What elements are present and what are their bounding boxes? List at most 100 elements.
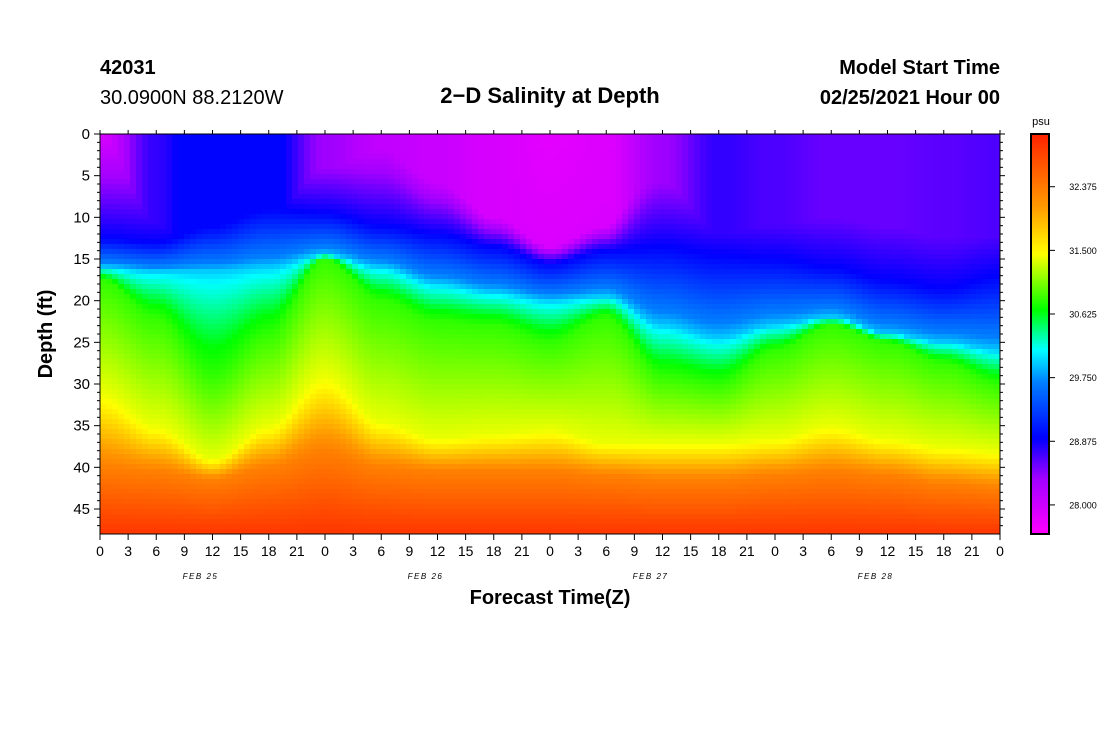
heatmap-cell <box>148 509 155 515</box>
heatmap-cell <box>124 364 131 370</box>
heatmap-cell <box>130 414 137 420</box>
heatmap-cell <box>394 289 401 295</box>
heatmap-cell <box>328 339 335 345</box>
heatmap-cell <box>340 469 347 475</box>
heatmap-cell <box>448 424 455 430</box>
heatmap-cell <box>304 254 311 260</box>
heatmap-cell <box>142 489 149 495</box>
heatmap-cell <box>106 494 113 500</box>
heatmap-cell <box>406 379 413 385</box>
heatmap-cell <box>100 274 107 280</box>
heatmap-cell <box>322 489 329 495</box>
heatmap-cell <box>436 524 443 530</box>
heatmap-cell <box>442 259 449 265</box>
heatmap-cell <box>430 239 437 245</box>
heatmap-cell <box>142 134 149 140</box>
heatmap-cell <box>370 289 377 295</box>
heatmap-cell <box>268 244 275 250</box>
heatmap-cell <box>136 164 143 170</box>
heatmap-cell <box>448 234 455 240</box>
heatmap-cell <box>184 359 191 365</box>
heatmap-cell <box>160 299 167 305</box>
heatmap-cell <box>394 344 401 350</box>
heatmap-cell <box>436 309 443 315</box>
heatmap-cell <box>406 189 413 195</box>
heatmap-cell <box>394 339 401 345</box>
heatmap-cell <box>124 499 131 505</box>
heatmap-cell <box>214 159 221 165</box>
heatmap-cell <box>382 479 389 485</box>
heatmap-cell <box>388 529 395 534</box>
heatmap-cell <box>274 524 281 530</box>
heatmap-cell <box>166 479 173 485</box>
heatmap-cell <box>208 294 215 300</box>
heatmap-cell <box>118 494 125 500</box>
heatmap-cell <box>238 514 245 520</box>
heatmap-cell <box>310 524 317 530</box>
heatmap-cell <box>166 159 173 165</box>
heatmap-cell <box>208 439 215 445</box>
heatmap-cell <box>448 489 455 495</box>
heatmap-cell <box>298 239 305 245</box>
heatmap-cell <box>202 289 209 295</box>
heatmap-cell <box>400 479 407 485</box>
heatmap-cell <box>166 504 173 510</box>
heatmap-cell <box>262 154 269 160</box>
heatmap-cell <box>214 359 221 365</box>
heatmap-cell <box>304 299 311 305</box>
heatmap-cell <box>292 194 299 200</box>
heatmap-cell <box>238 399 245 405</box>
heatmap-cell <box>154 209 161 215</box>
heatmap-cell <box>202 174 209 180</box>
heatmap-cell <box>460 384 467 390</box>
heatmap-cell <box>412 314 419 320</box>
heatmap-cell <box>298 329 305 335</box>
heatmap-cell <box>184 144 191 150</box>
heatmap-cell <box>358 319 365 325</box>
heatmap-cell <box>136 399 143 405</box>
heatmap-cell <box>214 219 221 225</box>
heatmap-cell <box>364 519 371 525</box>
heatmap-cell <box>100 439 107 445</box>
heatmap-cell <box>286 404 293 410</box>
heatmap-cell <box>310 499 317 505</box>
heatmap-cell <box>424 179 431 185</box>
heatmap-cell <box>310 509 317 515</box>
heatmap-cell <box>136 159 143 165</box>
heatmap-cell <box>364 159 371 165</box>
heatmap-cell <box>172 374 179 380</box>
heatmap-cell <box>262 364 269 370</box>
heatmap-cell <box>430 249 437 255</box>
heatmap-cell <box>370 399 377 405</box>
heatmap-cell <box>436 334 443 340</box>
heatmap-cell <box>124 429 131 435</box>
heatmap-cell <box>172 499 179 505</box>
heatmap-cell <box>202 374 209 380</box>
heatmap-cell <box>118 499 125 505</box>
heatmap-cell <box>130 469 137 475</box>
heatmap-cell <box>460 404 467 410</box>
heatmap-cell <box>382 389 389 395</box>
heatmap-cell <box>394 244 401 250</box>
heatmap-cell <box>406 509 413 515</box>
heatmap-cell <box>100 494 107 500</box>
heatmap-cell <box>418 174 425 180</box>
heatmap-cell <box>148 459 155 465</box>
heatmap-cell <box>232 324 239 330</box>
heatmap-cell <box>310 409 317 415</box>
heatmap-cell <box>166 394 173 400</box>
heatmap-cell <box>406 414 413 420</box>
heatmap-cell <box>100 224 107 230</box>
heatmap-cell <box>436 349 443 355</box>
heatmap-cell <box>382 349 389 355</box>
heatmap-cell <box>424 404 431 410</box>
heatmap-cell <box>130 529 137 534</box>
heatmap-cell <box>340 374 347 380</box>
heatmap-cell <box>280 199 287 205</box>
heatmap-cell <box>358 444 365 450</box>
heatmap-cell <box>370 239 377 245</box>
heatmap-cell <box>256 499 263 505</box>
heatmap-cell <box>418 344 425 350</box>
heatmap-cell <box>202 384 209 390</box>
heatmap-cell <box>280 194 287 200</box>
